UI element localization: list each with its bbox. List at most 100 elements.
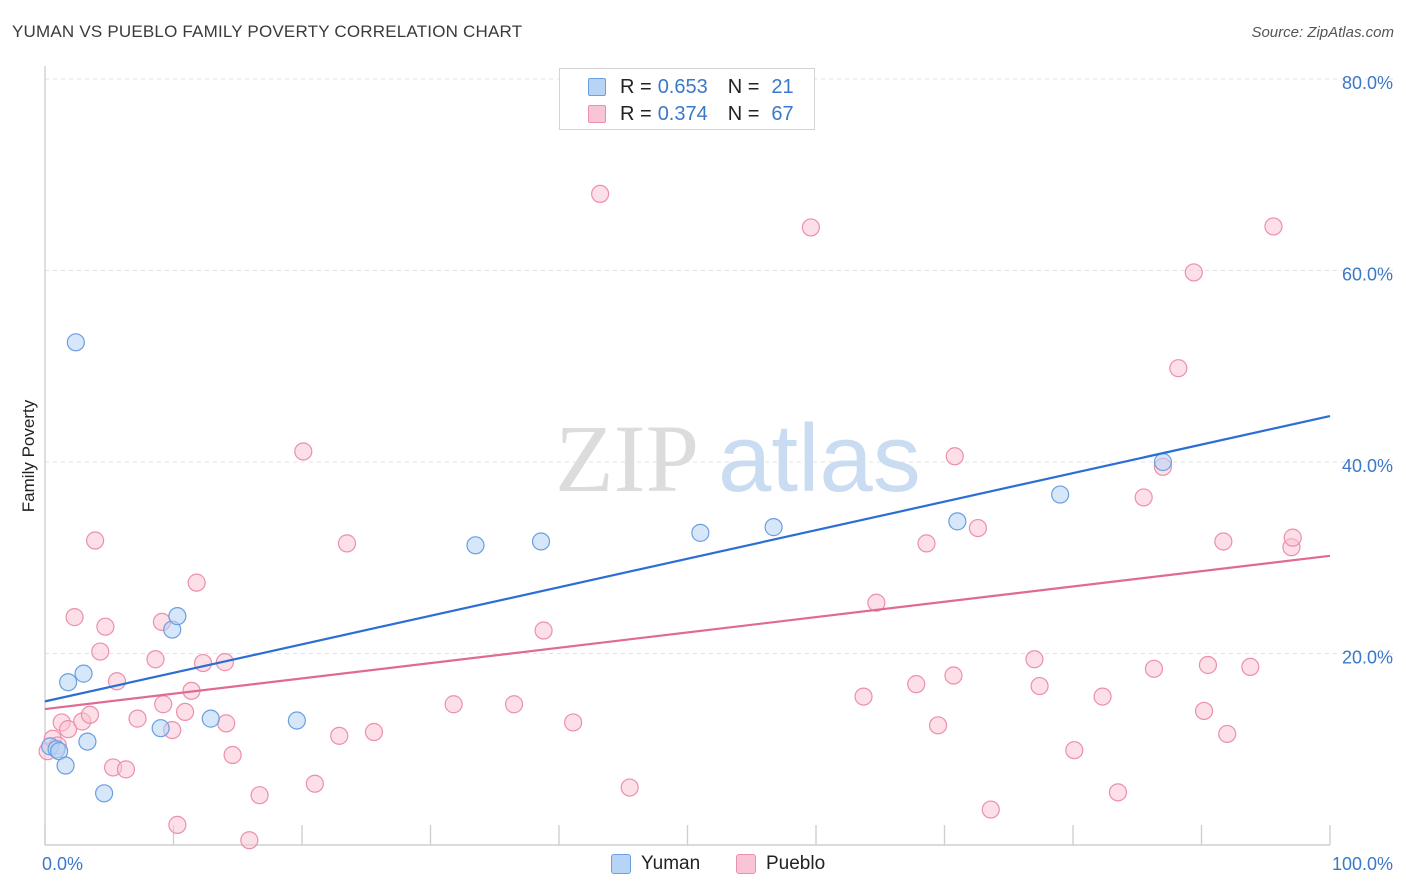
point-yuman — [151, 719, 170, 738]
point-pueblo — [944, 666, 963, 685]
point-pueblo — [907, 675, 926, 694]
point-pueblo — [504, 695, 524, 714]
point-pueblo — [96, 617, 115, 636]
point-pueblo — [59, 720, 78, 739]
legend-r-label: R = — [620, 102, 652, 125]
legend-r-value-yuman: 0.653 — [657, 75, 708, 98]
point-yuman — [764, 518, 783, 537]
source-label: Source: ZipAtlas.com — [1251, 24, 1394, 41]
point-yuman — [466, 536, 485, 555]
point-pueblo — [801, 218, 820, 237]
point-pueblo — [564, 713, 583, 732]
axes — [44, 66, 1331, 846]
point-pueblo — [116, 760, 136, 779]
point-pueblo — [364, 722, 384, 742]
point-pueblo — [1198, 655, 1218, 675]
point-yuman — [1051, 485, 1070, 504]
point-pueblo — [1169, 359, 1188, 378]
point-pueblo — [867, 593, 886, 612]
point-pueblo — [217, 714, 236, 733]
point-yuman — [948, 512, 967, 531]
watermark-zip: ZIP — [555, 405, 699, 512]
point-pueblo — [1030, 676, 1049, 696]
point-pueblo — [444, 695, 463, 714]
data-points — [38, 184, 1302, 850]
trend-line-pueblo — [44, 554, 1331, 711]
point-pueblo — [534, 621, 553, 640]
legend-n-value-pueblo: 67 — [771, 102, 794, 125]
trend-line-yuman — [44, 414, 1331, 703]
point-pueblo — [294, 442, 313, 461]
legend-row-yuman: R = 0.653 N = 21 — [588, 76, 794, 98]
point-pueblo — [1264, 217, 1283, 236]
legend-r-value-pueblo: 0.374 — [657, 102, 708, 125]
point-yuman — [1153, 452, 1173, 472]
x-tick-label-max: 100.0% — [1332, 854, 1393, 874]
legend-n-label: N = — [727, 75, 760, 98]
point-pueblo — [240, 831, 259, 850]
point-pueblo — [591, 184, 610, 203]
point-yuman — [78, 732, 97, 751]
point-yuman — [95, 784, 114, 803]
point-pueblo — [1214, 532, 1233, 551]
point-yuman — [531, 532, 551, 551]
y-tick-label: 60.0% — [1342, 265, 1393, 285]
point-pueblo — [91, 642, 110, 661]
point-yuman — [59, 673, 78, 692]
point-pueblo — [330, 726, 349, 745]
point-pueblo — [1194, 701, 1214, 721]
legend-row-pueblo: R = 0.374 N = 67 — [588, 103, 794, 125]
point-yuman — [287, 711, 306, 730]
y-axis-title: Family Poverty — [19, 399, 38, 512]
legend: R = 0.653 N = 21 R = 0.374 N = 67 — [559, 68, 815, 130]
point-yuman — [168, 607, 187, 626]
point-pueblo — [928, 716, 948, 735]
point-pueblo — [175, 702, 195, 722]
point-pueblo — [128, 709, 147, 728]
legend-swatch-pueblo — [588, 105, 606, 123]
point-pueblo — [337, 534, 357, 553]
x-tick-label-min: 0.0% — [42, 854, 83, 874]
bottom-legend-yuman: Yuman — [611, 852, 700, 876]
point-pueblo — [168, 815, 187, 834]
y-tick-label: 80.0% — [1342, 73, 1393, 93]
point-pueblo — [981, 800, 1000, 819]
legend-n-label: N = — [727, 102, 760, 125]
legend-swatch-yuman — [588, 78, 606, 96]
grid — [45, 78, 1395, 654]
legend-r-label: R = — [620, 75, 652, 98]
point-pueblo — [1184, 263, 1203, 282]
point-pueblo — [80, 705, 100, 724]
point-pueblo — [620, 778, 639, 797]
point-pueblo — [154, 695, 173, 714]
y-tick-label: 20.0% — [1342, 648, 1393, 668]
point-pueblo — [1025, 650, 1044, 669]
bottom-legend-label-yuman: Yuman — [641, 853, 701, 874]
point-yuman — [201, 709, 220, 728]
point-pueblo — [223, 745, 242, 765]
watermark-atlas: atlas — [718, 405, 921, 512]
point-pueblo — [146, 650, 165, 669]
point-yuman — [74, 664, 93, 683]
point-pueblo — [86, 531, 105, 550]
bottom-legend-swatch-pueblo — [736, 854, 756, 874]
y-tick-label: 40.0% — [1342, 456, 1393, 476]
tick-labels: 20.0% 40.0% 60.0% 80.0% 0.0% 100.0% — [42, 73, 1393, 874]
trend-lines — [44, 414, 1331, 711]
point-pueblo — [1283, 528, 1302, 547]
point-pueblo — [193, 653, 213, 673]
point-pueblo — [1108, 783, 1128, 802]
bottom-legend-label-pueblo: Pueblo — [766, 853, 826, 874]
point-pueblo — [854, 687, 873, 706]
point-pueblo — [945, 447, 964, 466]
point-pueblo — [1065, 741, 1084, 760]
point-pueblo — [1218, 724, 1237, 744]
point-pueblo — [1093, 687, 1112, 706]
point-yuman — [66, 333, 85, 352]
point-pueblo — [250, 786, 269, 805]
chart-title: YUMAN VS PUEBLO FAMILY POVERTY CORRELATI… — [12, 22, 523, 41]
point-yuman — [691, 523, 710, 542]
point-pueblo — [1134, 488, 1153, 507]
legend-n-value-yuman: 21 — [771, 75, 794, 98]
